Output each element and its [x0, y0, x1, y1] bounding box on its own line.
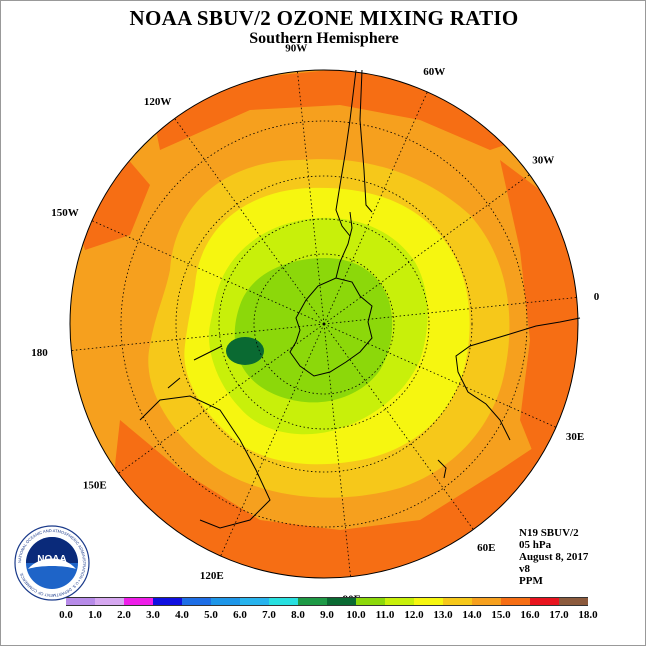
- colorbar-tick-label: 7.0: [262, 609, 276, 621]
- colorbar-segment: [269, 597, 298, 606]
- colorbar-tick-label: 11.0: [375, 609, 395, 621]
- colorbar-segment: [356, 597, 385, 606]
- map-border: [69, 69, 579, 579]
- colorbar-segment: [443, 597, 472, 606]
- colorbar-segment: [298, 597, 327, 606]
- colorbar-tick-label: 8.0: [291, 609, 305, 621]
- field-c10-11: [234, 258, 393, 403]
- colorbar-tick-label: 13.0: [433, 609, 453, 621]
- units-label: PPM: [519, 575, 543, 587]
- longitude-labels: 90W60W30W030E60E90E120E150E180150W120W: [31, 42, 600, 605]
- colorbar-tick-label: 1.0: [88, 609, 102, 621]
- logo-text: NOAA: [37, 554, 66, 565]
- colorbar-tick-label: 14.0: [462, 609, 482, 621]
- latitude-circles: [120, 120, 528, 528]
- field-c9-10: [226, 337, 264, 365]
- colorbar-tick-label: 15.0: [491, 609, 511, 621]
- coastlines: [139, 69, 581, 529]
- colorbar-segment: [211, 597, 240, 606]
- colorbar-segment: [530, 597, 559, 606]
- satellite-label: N19 SBUV/2: [519, 527, 579, 539]
- colorbar-segment: [501, 597, 530, 606]
- colorbar-tick-label: 18.0: [578, 609, 598, 621]
- colorbar-segment: [182, 597, 211, 606]
- colorbar-tick-label: 6.0: [233, 609, 247, 621]
- info-panel: N19 SBUV/2 05 hPa August 8, 2017 v8 PPM: [519, 527, 588, 587]
- lon-label-30E: 30E: [566, 431, 584, 443]
- page-subtitle: Southern Hemisphere: [249, 30, 399, 47]
- lon-label-60W: 60W: [423, 66, 445, 78]
- colorbar-segment: [124, 597, 153, 606]
- lon-label-180: 180: [31, 347, 48, 359]
- lon-label-150W: 150W: [51, 207, 79, 219]
- antarctica-coast: [289, 277, 373, 377]
- colorbar-tick-label: 5.0: [204, 609, 218, 621]
- lon-label-30W: 30W: [532, 155, 554, 167]
- colorbar-tick-label: 3.0: [146, 609, 160, 621]
- south-america-coast: [335, 69, 373, 237]
- lon-label-60E: 60E: [477, 542, 495, 554]
- lon-label-90W: 90W: [285, 42, 307, 54]
- colorbar-tick-label: 0.0: [59, 609, 73, 621]
- colorbar-tick-label: 10.0: [346, 609, 366, 621]
- lon-label-0: 0: [594, 291, 600, 303]
- colorbar-segment: [385, 597, 414, 606]
- pressure-level-label: 05 hPa: [519, 539, 552, 551]
- version-label: v8: [519, 563, 530, 575]
- colorbar-tick-label: 17.0: [549, 609, 569, 621]
- colorbar-segment: [327, 597, 356, 606]
- page-title: NOAA SBUV/2 OZONE MIXING RATIO: [129, 6, 519, 30]
- colorbar-tick-label: 4.0: [175, 609, 189, 621]
- australia-coast: [139, 395, 271, 529]
- ozone-field: [70, 70, 578, 578]
- colorbar-segment: [153, 597, 182, 606]
- lon-label-150E: 150E: [83, 479, 107, 491]
- colorbar-tick-label: 9.0: [320, 609, 334, 621]
- noaa-logo-icon: NOAA NATIONAL OCEANIC AND ATMOSPHERIC AD…: [14, 525, 90, 601]
- date-label: August 8, 2017: [519, 551, 589, 563]
- colorbar-segment: [240, 597, 269, 606]
- new-zealand-coast: [167, 345, 223, 389]
- colorbar-segment: [559, 597, 588, 606]
- colorbar-tick-label: 12.0: [404, 609, 424, 621]
- africa-coast: [455, 317, 581, 441]
- field-c15-16-right: [500, 160, 578, 470]
- lon-label-120W: 120W: [144, 96, 172, 108]
- colorbar-segment: [95, 597, 124, 606]
- indian-ocean-islands: [437, 459, 447, 479]
- colorbar-segment: [66, 597, 95, 606]
- lon-label-120E: 120E: [200, 570, 224, 582]
- colorbar-tick-label: 16.0: [520, 609, 540, 621]
- antarctic-peninsula-coast: [335, 211, 353, 279]
- colorbar-segment: [472, 597, 501, 606]
- colorbar-segment: [414, 597, 443, 606]
- colorbar-tick-label: 2.0: [117, 609, 131, 621]
